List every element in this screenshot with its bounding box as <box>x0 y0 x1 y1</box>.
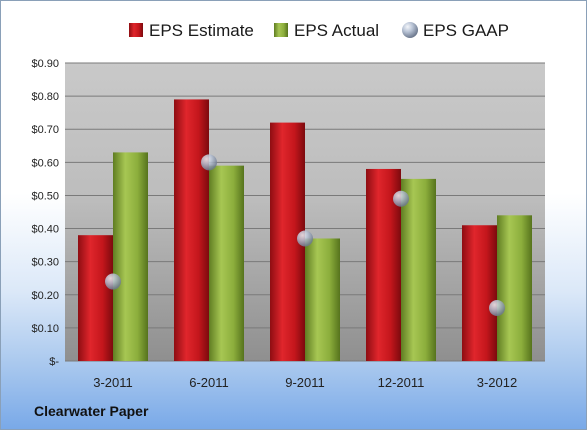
bar-eps-actual <box>305 238 340 361</box>
bar-eps-actual <box>401 178 436 361</box>
y-tick-label: $0.20 <box>31 290 59 302</box>
marker-eps-gaap <box>297 230 313 247</box>
x-tick-label: 3-2011 <box>93 375 133 390</box>
marker-eps-gaap <box>105 273 121 290</box>
y-tick-label: $0.40 <box>31 224 59 236</box>
bar-eps-actual <box>113 152 148 361</box>
legend-marker-eps-gaap <box>402 22 418 38</box>
bar-eps-estimate <box>462 225 497 361</box>
y-tick-label: $0.80 <box>31 91 59 103</box>
x-tick-label: 9-2011 <box>285 375 325 390</box>
y-tick-label: $- <box>49 356 59 368</box>
bar-eps-actual <box>497 215 532 361</box>
x-tick-label: 3-2012 <box>477 375 517 390</box>
y-tick-label: $0.10 <box>31 323 59 335</box>
bar-eps-actual <box>209 165 244 361</box>
bar-eps-estimate <box>78 235 113 361</box>
x-tick-label: 12-2011 <box>378 375 425 390</box>
legend-label: EPS Actual <box>294 21 379 40</box>
marker-eps-gaap <box>201 154 217 171</box>
bar-eps-estimate <box>174 99 209 361</box>
y-tick-label: $0.70 <box>31 124 59 136</box>
company-name: Clearwater Paper <box>34 403 149 419</box>
y-tick-label: $0.90 <box>31 58 59 70</box>
legend-label: EPS GAAP <box>423 21 509 40</box>
legend-marker <box>129 23 143 37</box>
legend-marker <box>274 23 288 37</box>
x-tick-label: 6-2011 <box>189 375 229 390</box>
marker-eps-gaap <box>489 300 505 317</box>
marker-eps-gaap <box>393 190 409 207</box>
legend-label: EPS Estimate <box>149 21 254 40</box>
y-tick-label: $0.30 <box>31 257 59 269</box>
y-tick-label: $0.50 <box>31 190 59 202</box>
y-tick-label: $0.60 <box>31 157 59 169</box>
